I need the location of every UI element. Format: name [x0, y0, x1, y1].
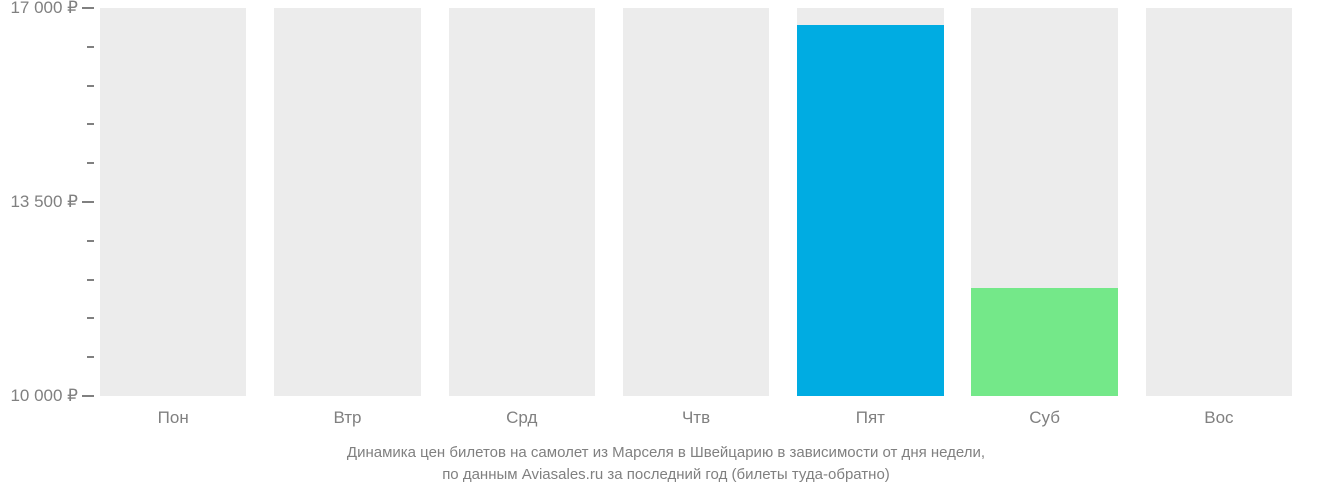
bar [797, 25, 943, 396]
y-minor-tick [87, 46, 94, 48]
bar-slot: Суб [971, 8, 1145, 396]
bar-background [449, 8, 595, 396]
caption-line-1: Динамика цен билетов на самолет из Марсе… [347, 444, 985, 461]
bar-background [274, 8, 420, 396]
y-minor-tick [87, 279, 94, 281]
bar-background [1146, 8, 1292, 396]
y-minor-tick [87, 162, 94, 164]
bar-slot: Вос [1146, 8, 1320, 396]
y-minor-tick [87, 317, 94, 319]
bar-background [100, 8, 246, 396]
bar-slot: Пят [797, 8, 971, 396]
x-tick-label: Вос [1146, 408, 1292, 428]
price-by-weekday-chart: 10 000 ₽13 500 ₽17 000 ₽ ПонВтрСрдЧтвПят… [0, 0, 1332, 502]
y-tick-label: 13 500 ₽ [10, 192, 78, 212]
bar-slot: Втр [274, 8, 448, 396]
caption-line-2: по данным Aviasales.ru за последний год … [442, 466, 890, 483]
y-tick-label: 17 000 ₽ [10, 0, 78, 18]
x-tick-label: Срд [449, 408, 595, 428]
bars-container: ПонВтрСрдЧтвПятСубВос [100, 8, 1320, 396]
y-minor-tick [87, 123, 94, 125]
bar [971, 288, 1117, 396]
bar-slot: Чтв [623, 8, 797, 396]
bar-slot: Срд [449, 8, 623, 396]
x-tick-label: Чтв [623, 408, 769, 428]
y-axis: 10 000 ₽13 500 ₽17 000 ₽ [0, 8, 100, 396]
x-tick-label: Пят [797, 408, 943, 428]
y-minor-tick [87, 85, 94, 87]
x-tick-label: Суб [971, 408, 1117, 428]
y-tick-label: 10 000 ₽ [10, 386, 78, 406]
y-major-tick [82, 201, 94, 203]
chart-caption: Динамика цен билетов на самолет из Марсе… [0, 442, 1332, 486]
y-major-tick [82, 7, 94, 9]
y-minor-tick [87, 240, 94, 242]
y-minor-tick [87, 356, 94, 358]
bar-background [623, 8, 769, 396]
bar-slot: Пон [100, 8, 274, 396]
y-major-tick [82, 395, 94, 397]
x-tick-label: Втр [274, 408, 420, 428]
x-tick-label: Пон [100, 408, 246, 428]
